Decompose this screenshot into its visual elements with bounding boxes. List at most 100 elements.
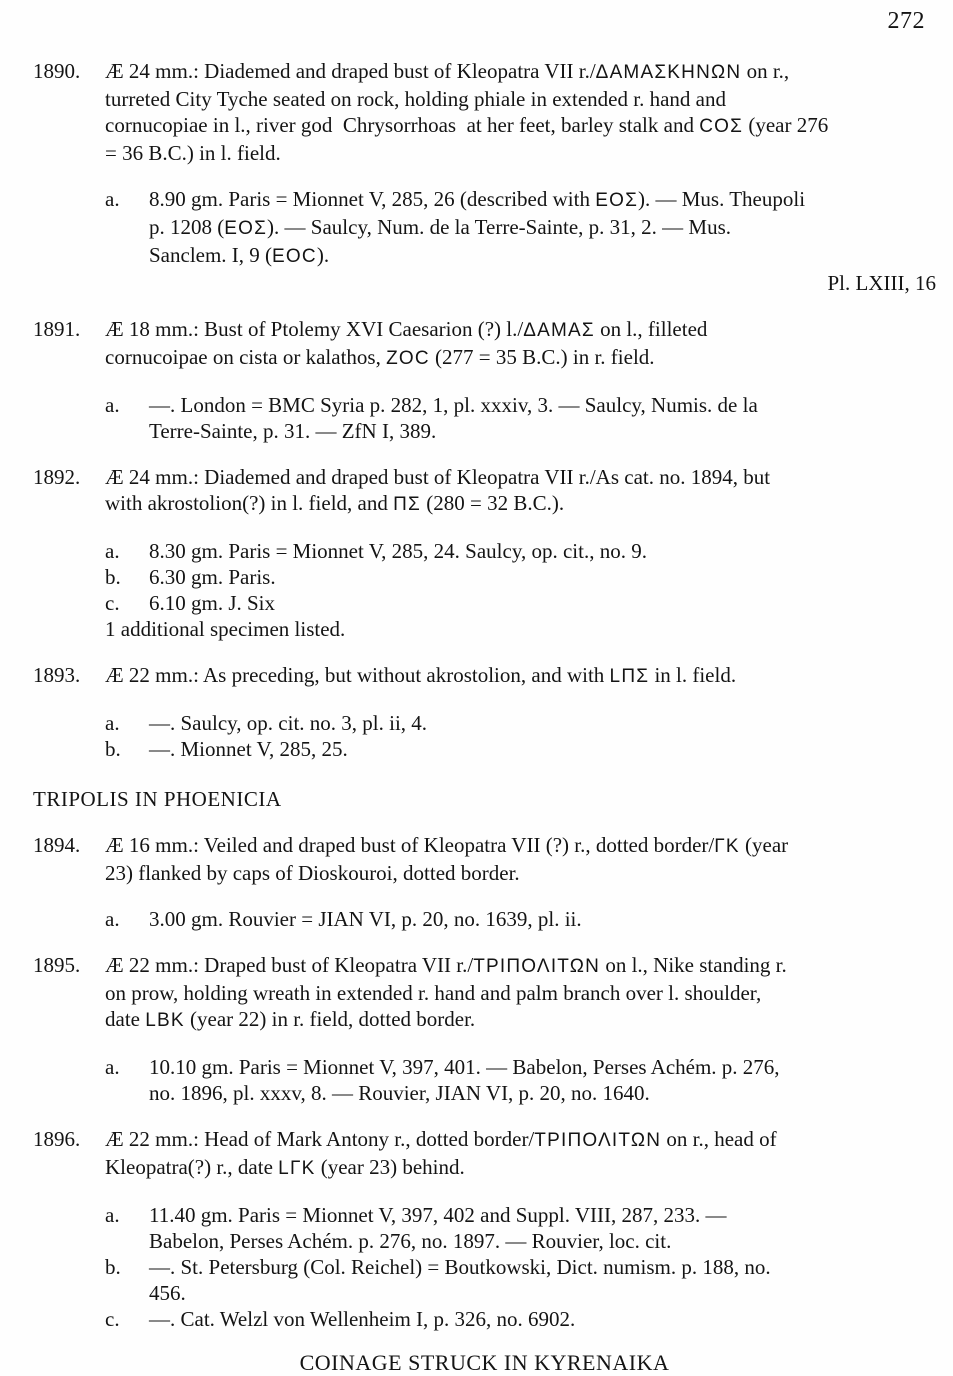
greek-legend-text: ΓΚ xyxy=(714,836,740,857)
specimen-line: Terre-Sainte, p. 31. — ZfN I, 389. xyxy=(149,419,437,443)
entry-description: Æ 24 mm.: Diademed and draped bust of Kl… xyxy=(105,58,936,166)
description-line: Æ 18 mm.: Bust of Ptolemy XVI Caesarion … xyxy=(105,317,708,341)
specimen-item: a. 8.90 gm. Paris = Mionnet V, 285, 26 (d… xyxy=(105,186,936,270)
entry-number: 1892. xyxy=(33,465,81,489)
specimen-text: 11.40 gm. Paris = Mionnet V, 397, 402 an… xyxy=(149,1202,936,1254)
entry-description: Æ 22 mm.: Head of Mark Antony r., dotted… xyxy=(105,1126,936,1182)
specimen-item: c. 6.10 gm. J. Six xyxy=(105,590,936,616)
entry-description: Æ 22 mm.: Draped bust of Kleopatra VII r… xyxy=(105,952,936,1034)
description-line: turreted City Tyche seated on rock, hold… xyxy=(105,87,726,111)
greek-legend-text: ΕΟϹ xyxy=(272,246,317,267)
specimen-line: 10.10 gm. Paris = Mionnet V, 397, 401. —… xyxy=(149,1055,780,1079)
specimen-label: c. xyxy=(105,591,120,615)
entry-body: Æ 16 mm.: Veiled and draped bust of Kleo… xyxy=(105,832,936,932)
plate-reference: Pl. LXIII, 16 xyxy=(827,271,937,295)
catalog-entry: 1893. Æ 22 mm.: As preceding, but without… xyxy=(33,662,936,762)
specimen-line: 6.30 gm. Paris. xyxy=(149,565,276,589)
specimen-label: a. xyxy=(105,539,120,563)
greek-legend-text: ΤΡΙΠΟΛΙΤΩΝ xyxy=(473,956,601,977)
entry-description: Æ 18 mm.: Bust of Ptolemy XVI Caesarion … xyxy=(105,316,936,372)
catalog-entry: 1896. Æ 22 mm.: Head of Mark Antony r., d… xyxy=(33,1126,936,1332)
greek-legend-text: ΤΡΙΠΟΛΙΤΩΝ xyxy=(534,1130,662,1151)
catalog-entry: 1890. Æ 24 mm.: Diademed and draped bust … xyxy=(33,58,936,296)
specimen-item: b. —. Mionnet V, 285, 25. xyxy=(105,736,936,762)
description-line: Æ 16 mm.: Veiled and draped bust of Kleo… xyxy=(105,833,789,857)
specimen-line: 6.10 gm. J. Six xyxy=(149,591,276,615)
specimen-line: Babelon, Perses Achém. p. 276, no. 1897.… xyxy=(149,1229,672,1253)
entry-body: Æ 24 mm.: Diademed and draped bust of Kl… xyxy=(105,58,936,296)
catalog-entry: 1892. Æ 24 mm.: Diademed and draped bust … xyxy=(33,464,936,642)
specimen-item: a. 8.30 gm. Paris = Mionnet V, 285, 24. S… xyxy=(105,538,936,564)
section-heading: TRIPOLIS IN PHOENICIA xyxy=(33,787,282,811)
specimen-line: 8.90 gm. Paris = Mionnet V, 285, 26 (des… xyxy=(149,187,806,211)
catalog-content: 1890. Æ 24 mm.: Diademed and draped bust … xyxy=(33,58,936,1376)
specimen-text: —. Saulcy, op. cit. no. 3, pl. ii, 4. xyxy=(149,710,936,736)
specimen-line: 11.40 gm. Paris = Mionnet V, 397, 402 an… xyxy=(149,1203,727,1227)
greek-legend-text: ΕΟΣ xyxy=(595,190,639,211)
page-number: 272 xyxy=(887,8,925,34)
specimen-item: b. —. St. Petersburg (Col. Reichel) = Bou… xyxy=(105,1254,936,1306)
greek-legend-text: ϹΟΣ xyxy=(699,116,744,137)
specimen-label: b. xyxy=(105,737,121,761)
description-line: Æ 22 mm.: As preceding, but without akro… xyxy=(105,663,737,687)
specimen-list: a. 11.40 gm. Paris = Mionnet V, 397, 402 … xyxy=(105,1202,936,1332)
description-line: date LΒΚ (year 22) in r. field, dotted b… xyxy=(105,1007,476,1031)
specimen-label: a. xyxy=(105,393,120,417)
specimen-label: b. xyxy=(105,565,121,589)
specimen-line: Sanclem. I, 9 (ΕΟϹ). xyxy=(149,243,330,267)
specimen-list: a. 10.10 gm. Paris = Mionnet V, 397, 401.… xyxy=(105,1054,936,1106)
specimen-text: 8.90 gm. Paris = Mionnet V, 285, 26 (des… xyxy=(149,186,936,270)
specimen-line: 456. xyxy=(149,1281,186,1305)
specimen-text: —. Mionnet V, 285, 25. xyxy=(149,736,936,762)
catalog-entry: 1894. Æ 16 mm.: Veiled and draped bust of… xyxy=(33,832,936,932)
greek-legend-text: ΔΑΜΑΣ xyxy=(523,320,595,341)
specimen-text: —. Cat. Welzl von Wellenheim I, p. 326, … xyxy=(149,1306,936,1332)
entry-description: Æ 16 mm.: Veiled and draped bust of Kleo… xyxy=(105,832,936,886)
catalog-entry: 1891. Æ 18 mm.: Bust of Ptolemy XVI Caesa… xyxy=(33,316,936,444)
specimen-label: a. xyxy=(105,907,120,931)
specimen-item: c. —. Cat. Welzl von Wellenheim I, p. 326… xyxy=(105,1306,936,1332)
specimen-text: 3.00 gm. Rouvier = JIAN VI, p. 20, no. 1… xyxy=(149,906,936,932)
entry-body: Æ 24 mm.: Diademed and draped bust of Kl… xyxy=(105,464,936,642)
specimen-text: 8.30 gm. Paris = Mionnet V, 285, 24. Sau… xyxy=(149,538,936,564)
entry-number: 1891. xyxy=(33,317,81,341)
entry-body: Æ 18 mm.: Bust of Ptolemy XVI Caesarion … xyxy=(105,316,936,444)
specimen-text: 6.30 gm. Paris. xyxy=(149,564,936,590)
specimen-line: —. Cat. Welzl von Wellenheim I, p. 326, … xyxy=(149,1307,576,1331)
description-line: cornucopiae in l., river god Chrysorrhoa… xyxy=(105,113,829,137)
description-line: Æ 24 mm.: Diademed and draped bust of Kl… xyxy=(105,59,790,83)
entry-description: Æ 24 mm.: Diademed and draped bust of Kl… xyxy=(105,464,936,518)
entry-number: 1893. xyxy=(33,663,81,687)
specimen-list: a. —. Saulcy, op. cit. no. 3, pl. ii, 4. b… xyxy=(105,710,936,762)
specimen-list: a. 3.00 gm. Rouvier = JIAN VI, p. 20, no.… xyxy=(105,906,936,932)
description-line: Æ 24 mm.: Diademed and draped bust of Kl… xyxy=(105,465,771,489)
specimen-item: a. —. Saulcy, op. cit. no. 3, pl. ii, 4. xyxy=(105,710,936,736)
specimen-list: a. 8.90 gm. Paris = Mionnet V, 285, 26 (d… xyxy=(105,186,936,270)
catalog-entry: 1895. Æ 22 mm.: Draped bust of Kleopatra … xyxy=(33,952,936,1106)
specimen-label: c. xyxy=(105,1307,120,1331)
specimen-item: a. 11.40 gm. Paris = Mionnet V, 397, 402 … xyxy=(105,1202,936,1254)
specimen-text: —. London = BMC Syria p. 282, 1, pl. xxx… xyxy=(149,392,936,444)
description-line: Æ 22 mm.: Head of Mark Antony r., dotted… xyxy=(105,1127,777,1151)
description-line: = 36 B.C.) in l. field. xyxy=(105,141,281,165)
description-line: Æ 22 mm.: Draped bust of Kleopatra VII r… xyxy=(105,953,787,977)
specimen-list: a. 8.30 gm. Paris = Mionnet V, 285, 24. S… xyxy=(105,538,936,642)
specimen-line: no. 1896, pl. xxxv, 8. — Rouvier, JIAN V… xyxy=(149,1081,650,1105)
specimen-text: —. St. Petersburg (Col. Reichel) = Boutk… xyxy=(149,1254,936,1306)
specimen-note: 1 additional specimen listed. xyxy=(105,617,346,641)
entry-body: Æ 22 mm.: Draped bust of Kleopatra VII r… xyxy=(105,952,936,1106)
specimen-text: 10.10 gm. Paris = Mionnet V, 397, 401. —… xyxy=(149,1054,936,1106)
description-line: cornucoipae on cista or kalathos, ΖΟϹ (2… xyxy=(105,345,655,369)
specimen-line: p. 1208 (ΕΟΣ). — Saulcy, Num. de la Terr… xyxy=(149,215,731,239)
specimen-item: b. 6.30 gm. Paris. xyxy=(105,564,936,590)
specimen-label: a. xyxy=(105,1203,120,1227)
entry-number: 1896. xyxy=(33,1127,81,1151)
specimen-list: a. —. London = BMC Syria p. 282, 1, pl. x… xyxy=(105,392,936,444)
entry-number: 1894. xyxy=(33,833,81,857)
greek-legend-text: ΕΟΣ xyxy=(224,218,268,239)
entry-number: 1890. xyxy=(33,59,81,83)
specimen-label: a. xyxy=(105,1055,120,1079)
entry-body: Æ 22 mm.: Head of Mark Antony r., dotted… xyxy=(105,1126,936,1332)
entry-body: Æ 22 mm.: As preceding, but without akro… xyxy=(105,662,936,762)
